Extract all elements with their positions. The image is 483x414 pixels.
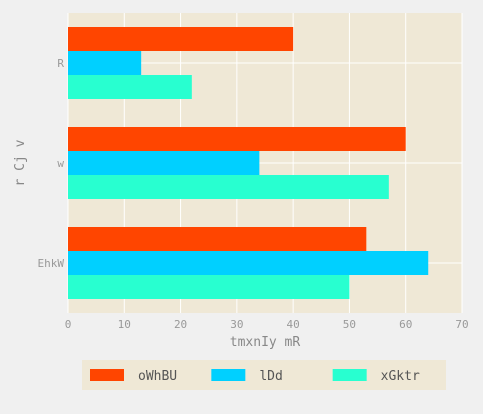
x-axis-ticks: 0 10 20 30 40 50 60 70 bbox=[65, 318, 469, 331]
bar-oWhBU-EhkW bbox=[68, 227, 367, 251]
legend: oWhBU lDd xGktr bbox=[82, 360, 446, 390]
x-tick-label: 20 bbox=[174, 318, 187, 331]
bar-lDd-w bbox=[68, 151, 260, 175]
y-tick-label: R bbox=[57, 57, 64, 70]
x-tick-label: 10 bbox=[118, 318, 131, 331]
x-tick-label: 50 bbox=[343, 318, 356, 331]
legend-swatch-lDd bbox=[211, 369, 246, 381]
legend-swatch-xGktr bbox=[332, 369, 367, 381]
legend-label-oWhBU: oWhBU bbox=[138, 369, 177, 384]
legend-swatch-oWhBU bbox=[90, 369, 124, 381]
legend-label-lDd: lDd bbox=[259, 369, 282, 384]
bar-oWhBU-w bbox=[68, 127, 406, 151]
bar-xGktr-EhkW bbox=[68, 275, 350, 299]
x-tick-label: 60 bbox=[399, 318, 412, 331]
y-axis-title: r Cj v bbox=[13, 139, 28, 186]
x-tick-label: 0 bbox=[65, 318, 72, 331]
bars bbox=[68, 27, 429, 299]
x-tick-label: 30 bbox=[230, 318, 243, 331]
x-axis-title: tmxnIy mR bbox=[230, 335, 301, 350]
legend-label-xGktr: xGktr bbox=[381, 369, 420, 384]
x-tick-label: 70 bbox=[455, 318, 468, 331]
bar-lDd-R bbox=[68, 51, 142, 75]
legend-box bbox=[82, 360, 446, 390]
bar-oWhBU-R bbox=[68, 27, 294, 51]
y-tick-label: w bbox=[57, 157, 64, 170]
bar-xGktr-w bbox=[68, 175, 389, 199]
bar-xGktr-R bbox=[68, 75, 192, 99]
y-tick-label: EhkW bbox=[38, 257, 65, 270]
x-tick-label: 40 bbox=[287, 318, 300, 331]
bar-lDd-EhkW bbox=[68, 251, 429, 275]
y-axis-ticks: Rw EhkW bbox=[38, 57, 65, 270]
